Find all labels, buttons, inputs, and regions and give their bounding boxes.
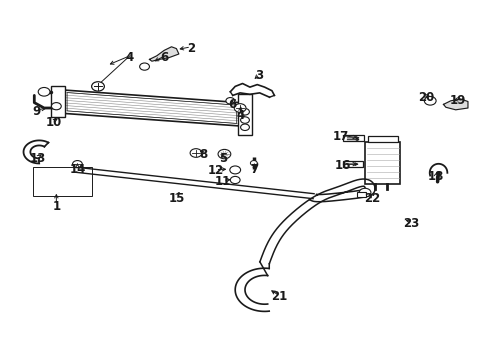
Bar	[357, 192, 366, 197]
Circle shape	[92, 82, 104, 91]
Text: 5: 5	[219, 152, 227, 165]
Bar	[343, 161, 363, 167]
Text: 10: 10	[46, 116, 62, 129]
Text: 19: 19	[450, 94, 466, 107]
Bar	[343, 135, 364, 141]
Bar	[33, 167, 92, 196]
Circle shape	[73, 161, 82, 168]
Circle shape	[241, 109, 249, 115]
Bar	[368, 136, 398, 142]
Text: 16: 16	[335, 159, 351, 172]
Polygon shape	[149, 47, 179, 61]
Circle shape	[190, 149, 202, 157]
Circle shape	[38, 87, 50, 96]
Text: 20: 20	[418, 91, 435, 104]
Circle shape	[241, 117, 249, 123]
Bar	[51, 86, 65, 117]
Text: 8: 8	[199, 148, 207, 161]
Circle shape	[140, 63, 149, 70]
Circle shape	[359, 188, 371, 197]
Text: 4: 4	[126, 51, 134, 64]
Circle shape	[230, 166, 241, 174]
Bar	[365, 142, 400, 184]
Polygon shape	[443, 99, 468, 110]
Text: 2: 2	[187, 42, 195, 55]
Circle shape	[226, 98, 235, 104]
Text: 6: 6	[160, 51, 168, 64]
Text: 22: 22	[364, 192, 381, 204]
Text: 6: 6	[229, 98, 237, 111]
Text: 14: 14	[69, 163, 86, 176]
Circle shape	[51, 103, 61, 110]
Text: 11: 11	[215, 175, 231, 188]
Text: 1: 1	[52, 201, 60, 213]
Circle shape	[218, 149, 231, 159]
Text: 13: 13	[30, 152, 47, 165]
Text: 3: 3	[256, 69, 264, 82]
Text: 9: 9	[33, 105, 41, 118]
Circle shape	[234, 104, 246, 112]
Circle shape	[424, 96, 436, 105]
Polygon shape	[64, 90, 240, 126]
Text: 17: 17	[332, 130, 349, 143]
Text: 4: 4	[236, 109, 244, 122]
Text: 12: 12	[207, 165, 224, 177]
Circle shape	[250, 161, 257, 166]
Circle shape	[241, 124, 249, 131]
Text: 7: 7	[251, 163, 259, 176]
Circle shape	[230, 176, 240, 184]
Text: 18: 18	[428, 170, 444, 183]
Text: 15: 15	[168, 192, 185, 204]
Text: 23: 23	[403, 217, 420, 230]
Text: 21: 21	[271, 291, 288, 303]
Bar	[238, 94, 252, 135]
